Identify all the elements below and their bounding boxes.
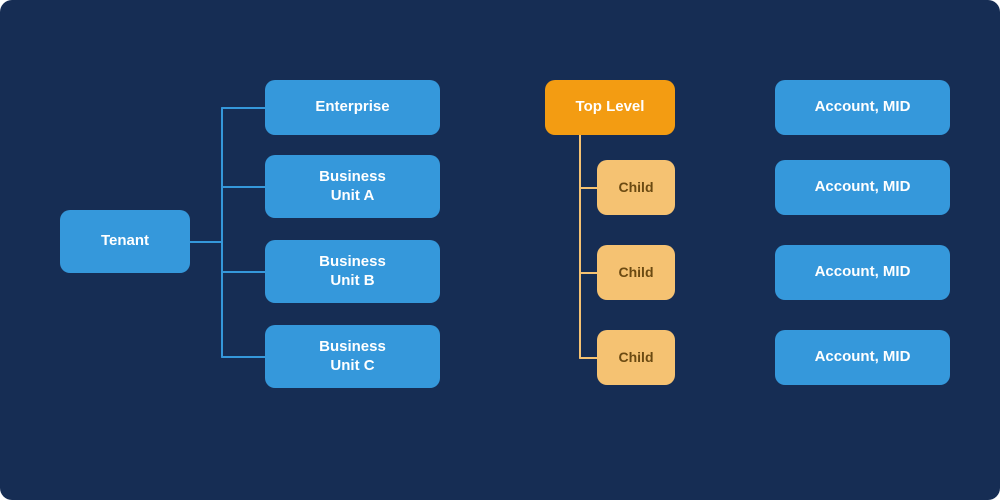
node-acct2: Account, MID (775, 245, 950, 300)
node-child1: Child (597, 160, 675, 215)
node-tenant: Tenant (60, 210, 190, 273)
node-child3: Child (597, 330, 675, 385)
node-acct3: Account, MID (775, 330, 950, 385)
node-acct1: Account, MID (775, 160, 950, 215)
node-child2: Child (597, 245, 675, 300)
node-acct0: Account, MID (775, 80, 950, 135)
node-enterprise: Enterprise (265, 80, 440, 135)
node-bu_c: Business Unit C (265, 325, 440, 388)
diagram-canvas: Tenant Enterprise Business Unit A Business … (0, 0, 1000, 500)
node-bu_a: Business Unit A (265, 155, 440, 218)
node-toplevel: Top Level (545, 80, 675, 135)
node-bu_b: Business Unit B (265, 240, 440, 303)
